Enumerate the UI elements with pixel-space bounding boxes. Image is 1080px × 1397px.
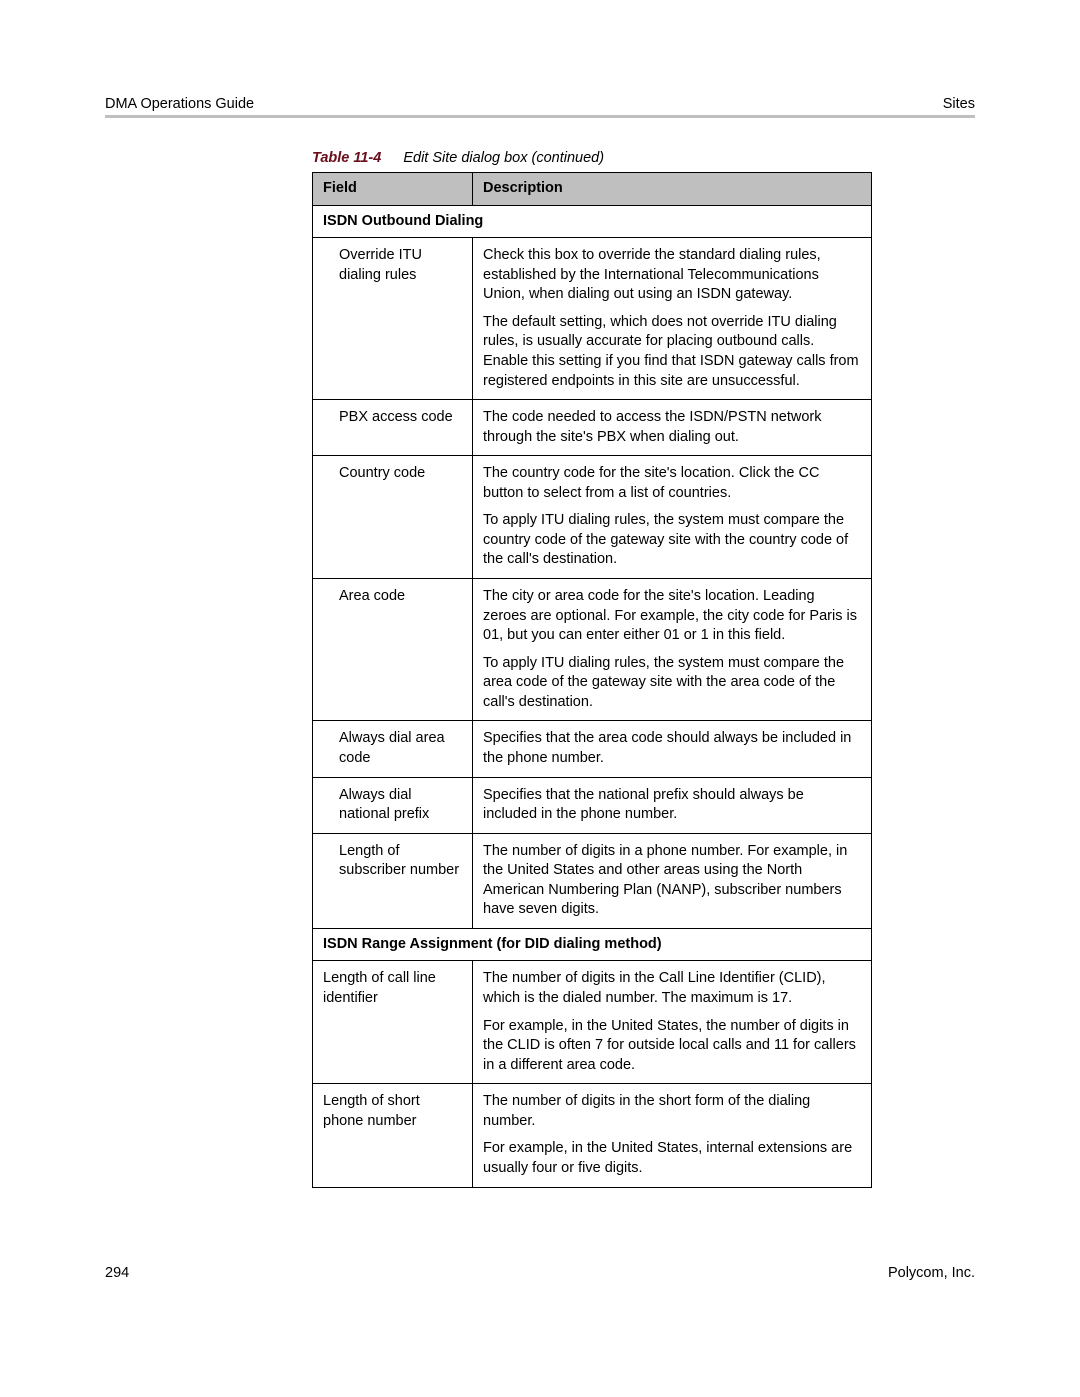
table-row: Always dial area code Specifies that the … <box>313 721 872 777</box>
description-paragraph: The number of digits in a phone number. … <box>483 842 861 920</box>
running-header: DMA Operations Guide Sites <box>105 96 975 115</box>
header-left: DMA Operations Guide <box>105 96 254 112</box>
description-paragraph: For example, in the United States, the n… <box>483 1017 861 1076</box>
description-cell: Specifies that the national prefix shoul… <box>473 777 872 833</box>
page-number: 294 <box>105 1265 129 1281</box>
description-paragraph: The country code for the site's location… <box>483 464 861 503</box>
description-cell: The number of digits in the short form o… <box>473 1084 872 1187</box>
field-cell: Always dial area code <box>313 721 473 777</box>
section-heading-cell: ISDN Outbound Dialing <box>313 205 872 238</box>
description-paragraph: The code needed to access the ISDN/PSTN … <box>483 408 861 447</box>
table-row: Length of subscriber numberThe number of… <box>313 833 872 928</box>
table-section-heading: ISDN Outbound Dialing <box>313 205 872 238</box>
field-cell: Override ITU dialing rules <box>313 238 473 400</box>
caption-label: Table 11-4 <box>312 150 381 166</box>
description-paragraph: The number of digits in the Call Line Id… <box>483 969 861 1008</box>
description-paragraph: To apply ITU dialing rules, the system m… <box>483 654 861 713</box>
header-right: Sites <box>943 96 975 112</box>
table-header-row: Field Description <box>313 173 872 206</box>
table-row: Length of call line identifier The number… <box>313 961 872 1084</box>
description-cell: The number of digits in a phone number. … <box>473 833 872 928</box>
caption-text: Edit Site dialog box (continued) <box>403 150 604 166</box>
col-header-field: Field <box>313 173 473 206</box>
description-paragraph: For example, in the United States, inter… <box>483 1139 861 1178</box>
col-header-description: Description <box>473 173 872 206</box>
description-cell: The number of digits in the Call Line Id… <box>473 961 872 1084</box>
table-row: Country code The country code for the sit… <box>313 456 872 579</box>
description-cell: Specifies that the area code should alwa… <box>473 721 872 777</box>
field-cell: Length of subscriber number <box>313 833 473 928</box>
description-paragraph: To apply ITU dialing rules, the system m… <box>483 511 861 570</box>
description-paragraph: Specifies that the area code should alwa… <box>483 729 861 768</box>
document-page: DMA Operations Guide Sites Table 11-4 Ed… <box>0 0 1080 1397</box>
header-rule <box>105 115 975 118</box>
field-cell: Length of call line identifier <box>313 961 473 1084</box>
running-footer: 294 Polycom, Inc. <box>105 1265 975 1281</box>
footer-company: Polycom, Inc. <box>888 1265 975 1281</box>
description-cell: The city or area code for the site's loc… <box>473 579 872 721</box>
field-cell: Area code <box>313 579 473 721</box>
table-row: Length of short phone number The number o… <box>313 1084 872 1187</box>
table-row: Override ITU dialing rulesCheck this box… <box>313 238 872 400</box>
table-row: Area codeThe city or area code for the s… <box>313 579 872 721</box>
description-cell: The country code for the site's location… <box>473 456 872 579</box>
table-row: PBX access code The code needed to access… <box>313 400 872 456</box>
field-cell: Always dial national prefix <box>313 777 473 833</box>
table-section-heading: ISDN Range Assignment (for DID dialing m… <box>313 928 872 961</box>
description-paragraph: The city or area code for the site's loc… <box>483 587 861 646</box>
table-row: Always dial national prefix Specifies tha… <box>313 777 872 833</box>
table-caption: Table 11-4 Edit Site dialog box (continu… <box>312 150 872 166</box>
description-paragraph: Check this box to override the standard … <box>483 246 861 305</box>
field-cell: PBX access code <box>313 400 473 456</box>
description-paragraph: The number of digits in the short form o… <box>483 1092 861 1131</box>
edit-site-fields-table: Field Description ISDN Outbound DialingO… <box>312 172 872 1188</box>
description-paragraph: Specifies that the national prefix shoul… <box>483 786 861 825</box>
description-cell: The code needed to access the ISDN/PSTN … <box>473 400 872 456</box>
page-content: Table 11-4 Edit Site dialog box (continu… <box>312 150 872 1188</box>
field-cell: Length of short phone number <box>313 1084 473 1187</box>
section-heading-cell: ISDN Range Assignment (for DID dialing m… <box>313 928 872 961</box>
description-cell: Check this box to override the standard … <box>473 238 872 400</box>
description-paragraph: The default setting, which does not over… <box>483 313 861 391</box>
field-cell: Country code <box>313 456 473 579</box>
